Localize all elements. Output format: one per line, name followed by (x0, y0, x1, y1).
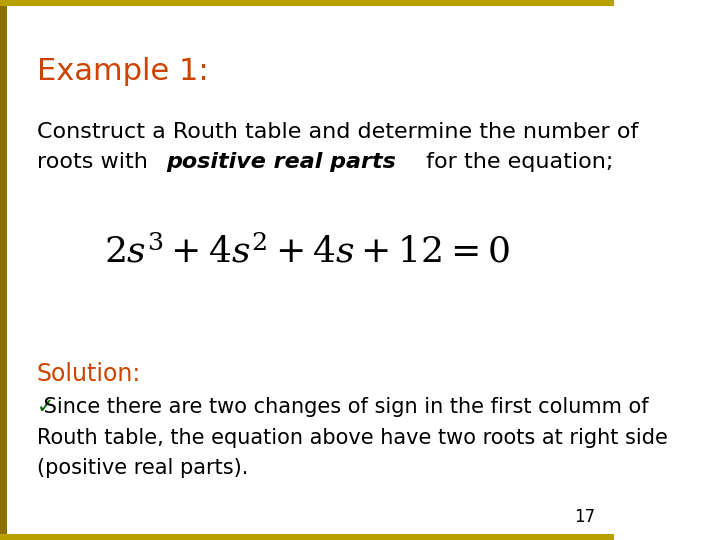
Text: $2s^{3}+4s^{2}+4s+12=0$: $2s^{3}+4s^{2}+4s+12=0$ (104, 235, 510, 269)
Text: Solution:: Solution: (37, 362, 141, 386)
Text: for the equation;: for the equation; (419, 152, 613, 172)
Text: Routh table, the equation above have two roots at right side: Routh table, the equation above have two… (37, 428, 667, 448)
Text: 17: 17 (574, 509, 595, 526)
Text: ✓: ✓ (37, 397, 54, 417)
Text: Example 1:: Example 1: (37, 57, 209, 86)
Text: Construct a Routh table and determine the number of: Construct a Routh table and determine th… (37, 122, 638, 141)
Text: (positive real parts).: (positive real parts). (37, 458, 248, 478)
Text: roots with: roots with (37, 152, 155, 172)
Text: positive real parts: positive real parts (166, 152, 397, 172)
FancyBboxPatch shape (0, 6, 7, 534)
FancyBboxPatch shape (0, 0, 613, 6)
FancyBboxPatch shape (0, 534, 613, 540)
Text: Since there are two changes of sign in the first columm of: Since there are two changes of sign in t… (37, 397, 649, 417)
